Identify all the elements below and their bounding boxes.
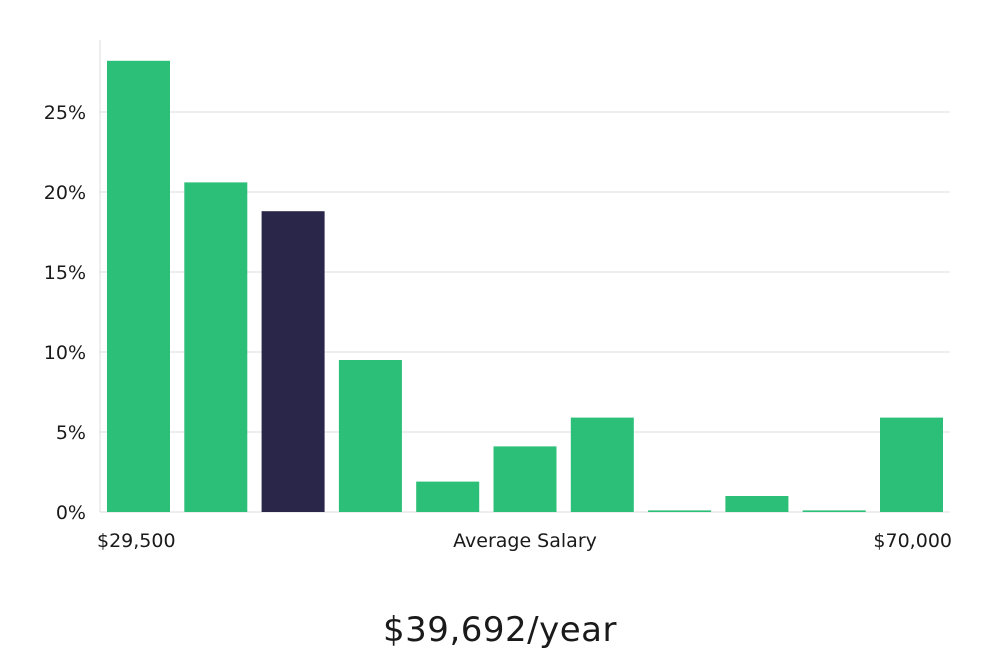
y-tick-label: 0% [56,502,86,524]
bar [184,182,248,512]
bar [725,496,789,512]
y-tick-label: 10% [44,342,86,364]
bar [648,510,712,512]
y-tick-label: 20% [44,182,86,204]
x-min-label: $29,500 [97,530,176,552]
bar [570,417,634,512]
y-tick-label: 25% [44,102,86,124]
y-tick-label: 5% [56,422,86,444]
bar [416,481,480,512]
x-axis-title: Average Salary [453,530,597,552]
x-max-label: $70,000 [873,530,952,552]
bar [802,510,866,512]
bar [107,60,170,513]
y-tick-label: 15% [44,262,86,284]
bar [338,360,402,512]
average-salary-headline: $39,692/year [383,610,617,650]
bar [493,446,557,512]
bar-highlighted [261,211,325,512]
bar [880,417,943,512]
